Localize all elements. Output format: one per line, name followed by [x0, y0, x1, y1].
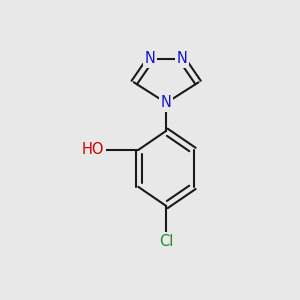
Text: Cl: Cl — [159, 234, 173, 249]
Text: N: N — [177, 51, 188, 66]
Text: N: N — [161, 95, 172, 110]
Text: HO: HO — [82, 142, 104, 158]
Text: N: N — [145, 51, 155, 66]
